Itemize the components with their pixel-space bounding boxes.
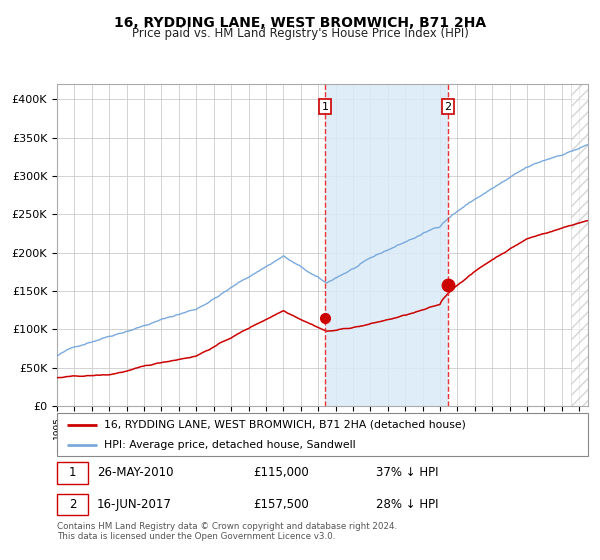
- Text: 16-JUN-2017: 16-JUN-2017: [97, 498, 172, 511]
- Bar: [571, 84, 600, 406]
- Text: 2: 2: [68, 498, 76, 511]
- Text: 28% ↓ HPI: 28% ↓ HPI: [376, 498, 438, 511]
- Text: £115,000: £115,000: [253, 466, 309, 479]
- Text: 16, RYDDING LANE, WEST BROMWICH, B71 2HA (detached house): 16, RYDDING LANE, WEST BROMWICH, B71 2HA…: [104, 419, 466, 430]
- Text: 16, RYDDING LANE, WEST BROMWICH, B71 2HA: 16, RYDDING LANE, WEST BROMWICH, B71 2HA: [114, 16, 486, 30]
- FancyBboxPatch shape: [57, 413, 588, 456]
- Text: Price paid vs. HM Land Registry's House Price Index (HPI): Price paid vs. HM Land Registry's House …: [131, 27, 469, 40]
- Text: 2: 2: [444, 101, 451, 111]
- Text: 1: 1: [68, 466, 76, 479]
- Text: HPI: Average price, detached house, Sandwell: HPI: Average price, detached house, Sand…: [104, 441, 355, 450]
- FancyBboxPatch shape: [57, 493, 88, 515]
- Text: 1: 1: [322, 101, 329, 111]
- FancyBboxPatch shape: [57, 462, 88, 484]
- Text: Contains HM Land Registry data © Crown copyright and database right 2024.
This d: Contains HM Land Registry data © Crown c…: [57, 522, 397, 542]
- Text: 37% ↓ HPI: 37% ↓ HPI: [376, 466, 438, 479]
- Text: £157,500: £157,500: [253, 498, 309, 511]
- Bar: [325, 84, 448, 406]
- Text: 26-MAY-2010: 26-MAY-2010: [97, 466, 173, 479]
